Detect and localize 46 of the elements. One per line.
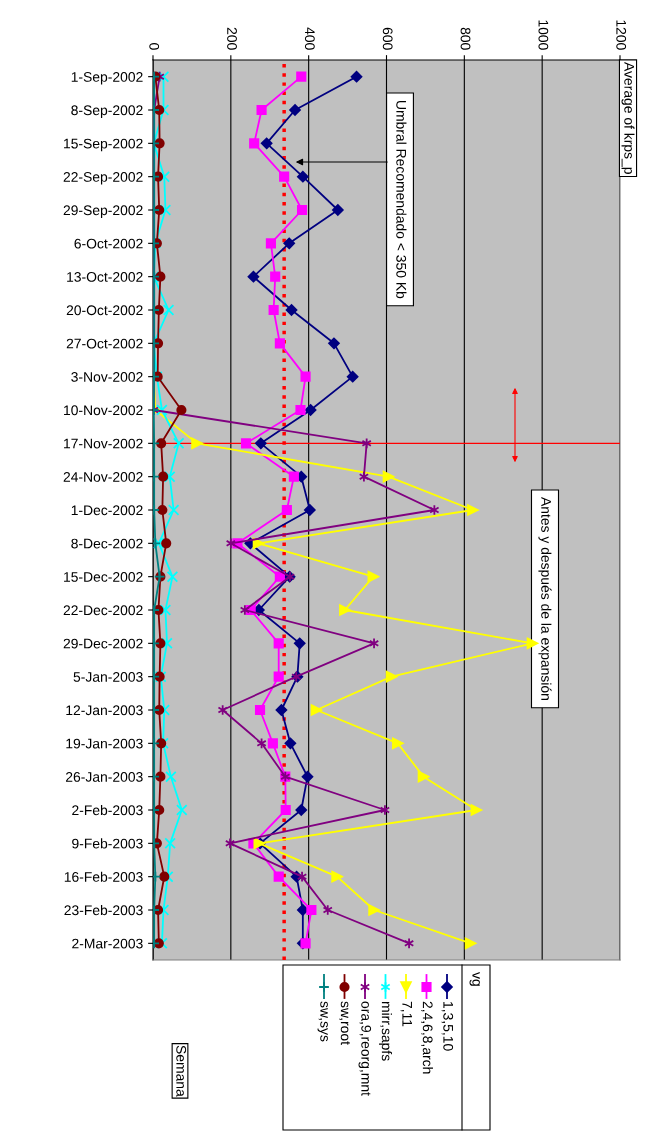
- y-tick-label: 29-Sep-2002: [63, 205, 143, 218]
- text: Average of krps_p: [621, 62, 635, 174]
- y-tick-label: 15-Sep-2002: [64, 138, 143, 152]
- y-tick-label: 15-Dec-2002: [64, 572, 143, 582]
- y-tick-label: 1-Dec-2002: [71, 505, 143, 516]
- x-tick-label: 800: [460, 27, 471, 50]
- x-tick-label: 600: [382, 27, 393, 50]
- text: Semana: [176, 1045, 187, 1097]
- legend-label: ora,9,reorg,mnt: [358, 1001, 372, 1096]
- x-tick-label: 200: [227, 27, 237, 50]
- legend-label: mirr,sapfs: [379, 1001, 392, 1061]
- legend-label: 7,11: [400, 1001, 412, 1027]
- y-tick-label: 29-Dec-2002: [63, 638, 143, 649]
- y-tick-label: 26-Jan-2003: [65, 772, 143, 782]
- y-tick-label: 9-Feb-2003: [72, 838, 143, 849]
- x-tick-label: 1000: [538, 20, 549, 50]
- legend-label: sw,sys: [317, 1001, 328, 1042]
- y-tick-label: 13-Oct-2002: [67, 272, 143, 282]
- y-tick-label: 12-Jan-2003: [66, 705, 143, 716]
- legend-label: 1,3,5,10: [441, 1002, 454, 1051]
- legend-title: vg: [469, 972, 480, 986]
- x-tick-label: 1200: [616, 20, 627, 50]
- y-tick-label: 17-Nov-2002: [64, 438, 143, 449]
- legend-label: sw,root: [339, 1001, 350, 1045]
- y-tick-label: 5-Jan-2003: [73, 672, 143, 682]
- y-tick-label: 1-Sep-2002: [71, 72, 143, 85]
- annotation: Umbral Recomendado < 350 Kb: [396, 101, 407, 299]
- y-tick-label: 27-Oct-2002: [66, 338, 143, 349]
- y-tick-label: 16-Feb-2003: [64, 871, 143, 882]
- y-tick-label: 8-Dec-2002: [71, 538, 143, 549]
- y-tick-label: 22-Dec-2002: [63, 605, 143, 616]
- legend-label: 2,4,6,8,arch: [421, 1001, 433, 1074]
- y-tick-label: 23-Feb-2003: [64, 904, 143, 916]
- y-tick-label: 2-Feb-2003: [72, 804, 143, 816]
- y-tick-label: 6-Oct-2002: [74, 238, 143, 249]
- y-tick-label: 20-Oct-2002: [66, 305, 143, 316]
- x-tick-label: 400: [304, 27, 315, 50]
- y-tick-label: 3-Nov-2002: [71, 372, 143, 382]
- y-tick-label: 2-Mar-2003: [72, 938, 143, 949]
- y-tick-label: 8-Sep-2002: [71, 105, 143, 118]
- y-tick-label: 10-Nov-2002: [64, 405, 143, 416]
- x-tick-label: 0: [149, 43, 160, 50]
- y-tick-label: 24-Nov-2002: [63, 472, 143, 482]
- y-tick-label: 19-Jan-2003: [66, 738, 143, 749]
- y-tick-label: 22-Sep-2002: [63, 172, 143, 185]
- annotation: Antes y después de la expansión: [538, 497, 552, 700]
